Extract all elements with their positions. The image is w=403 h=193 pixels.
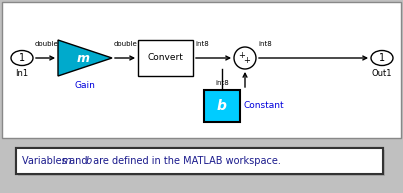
FancyBboxPatch shape xyxy=(2,2,401,138)
Text: double: double xyxy=(114,41,138,47)
Text: b: b xyxy=(217,99,227,113)
Text: 1: 1 xyxy=(19,53,25,63)
Text: Variables: Variables xyxy=(22,156,70,166)
FancyBboxPatch shape xyxy=(16,148,383,174)
Text: +: + xyxy=(238,51,245,60)
Text: double: double xyxy=(35,41,59,47)
FancyBboxPatch shape xyxy=(138,40,193,76)
Text: and: and xyxy=(66,156,91,166)
Text: Convert: Convert xyxy=(147,53,183,63)
Text: int8: int8 xyxy=(215,80,229,86)
FancyBboxPatch shape xyxy=(16,148,383,174)
Text: are defined in the MATLAB workspace.: are defined in the MATLAB workspace. xyxy=(90,156,281,166)
Text: m: m xyxy=(62,156,71,166)
Ellipse shape xyxy=(371,51,393,65)
Ellipse shape xyxy=(11,51,33,65)
Polygon shape xyxy=(58,40,112,76)
Text: b: b xyxy=(86,156,92,166)
Text: m: m xyxy=(77,52,89,64)
Text: 1: 1 xyxy=(379,53,385,63)
Text: +: + xyxy=(243,56,250,65)
Text: int8: int8 xyxy=(195,41,209,47)
Text: Gain: Gain xyxy=(75,81,96,90)
FancyBboxPatch shape xyxy=(18,150,385,176)
Text: Out1: Out1 xyxy=(372,69,392,78)
Circle shape xyxy=(234,47,256,69)
Text: Constant: Constant xyxy=(243,102,284,111)
Text: In1: In1 xyxy=(15,69,29,78)
Text: int8: int8 xyxy=(258,41,272,47)
FancyBboxPatch shape xyxy=(204,90,240,122)
